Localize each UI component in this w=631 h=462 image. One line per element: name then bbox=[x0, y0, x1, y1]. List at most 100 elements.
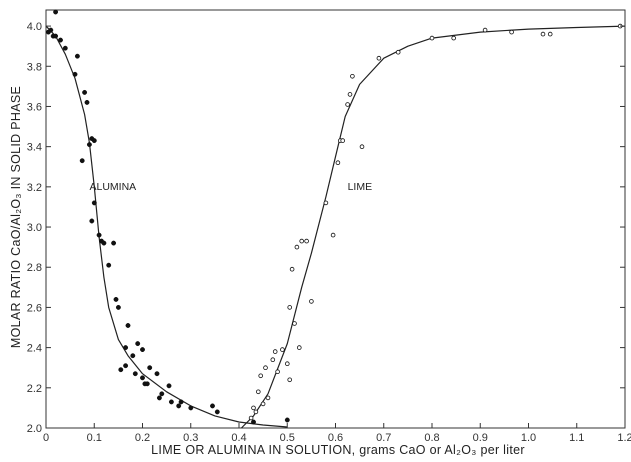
y-tick-label: 3.0 bbox=[27, 222, 42, 234]
y-tick-label: 2.0 bbox=[27, 423, 42, 435]
plot-frame bbox=[45, 9, 626, 429]
point-alumina bbox=[106, 262, 112, 268]
point-lime bbox=[429, 35, 435, 41]
point-lime bbox=[251, 405, 256, 411]
y-ticks: 2.0 2.2 2.4 2.6 2.8 3.0 3.2 3.4 3.6 3.8 4.0 bbox=[27, 21, 625, 435]
points bbox=[45, 9, 623, 425]
point-lime bbox=[345, 102, 350, 107]
point-alumina bbox=[147, 365, 153, 371]
point-alumina bbox=[91, 138, 97, 144]
point-lime bbox=[547, 31, 553, 37]
point-alumina bbox=[91, 200, 97, 206]
x-tick-label: 0 bbox=[43, 432, 49, 444]
point-lime bbox=[482, 27, 488, 33]
point-alumina bbox=[210, 403, 215, 409]
point-alumina bbox=[176, 403, 182, 409]
point-alumina bbox=[154, 371, 160, 377]
point-alumina bbox=[168, 399, 174, 405]
point-alumina bbox=[188, 405, 194, 411]
point-alumina bbox=[214, 409, 220, 415]
point-lime bbox=[299, 238, 305, 244]
y-tick-label: 2.4 bbox=[27, 343, 42, 355]
point-lime bbox=[253, 409, 259, 415]
y-tick-label: 3.2 bbox=[27, 182, 42, 194]
point-alumina bbox=[113, 296, 119, 302]
point-lime bbox=[263, 365, 268, 371]
y-tick-label: 3.8 bbox=[27, 61, 42, 73]
label-lime: LIME bbox=[348, 181, 373, 193]
point-alumina bbox=[53, 9, 59, 15]
x-tick-label: 0.8 bbox=[424, 432, 439, 444]
point-alumina bbox=[101, 240, 107, 246]
point-lime bbox=[287, 305, 293, 310]
point-lime bbox=[296, 345, 302, 350]
point-lime bbox=[270, 357, 276, 363]
point-lime bbox=[255, 389, 261, 395]
y-tick-label: 4.0 bbox=[27, 21, 42, 33]
x-tick-label: 0.2 bbox=[135, 432, 150, 444]
point-alumina bbox=[115, 304, 121, 310]
x-axis-title: LIME OR ALUMINA IN SOLUTION, grams CaO o… bbox=[151, 443, 525, 457]
point-alumina bbox=[118, 367, 124, 373]
point-alumina bbox=[82, 89, 88, 95]
point-alumina bbox=[156, 395, 162, 401]
point-lime bbox=[280, 347, 285, 352]
point-alumina bbox=[84, 99, 90, 105]
point-alumina bbox=[140, 347, 145, 353]
y-tick-label: 3.6 bbox=[27, 101, 42, 113]
point-alumina bbox=[140, 375, 145, 381]
x-tick-label: 0.1 bbox=[87, 432, 102, 444]
point-lime bbox=[287, 377, 293, 383]
point-lime bbox=[540, 31, 546, 37]
point-lime bbox=[275, 369, 280, 375]
point-lime bbox=[335, 160, 341, 166]
point-alumina bbox=[251, 419, 256, 425]
curve-alumina bbox=[45, 25, 288, 428]
x-tick-label: 1.1 bbox=[569, 432, 584, 444]
y-axis-title: MOLAR RATIO CaO/Al₂O₃ IN SOLID PHASE bbox=[9, 86, 23, 348]
point-lime bbox=[509, 29, 514, 35]
y-tick-label: 2.6 bbox=[27, 302, 42, 314]
point-alumina bbox=[125, 323, 131, 328]
y-tick-label: 3.4 bbox=[27, 142, 42, 154]
point-alumina bbox=[86, 142, 92, 148]
point-lime bbox=[323, 200, 329, 206]
point-alumina bbox=[135, 341, 141, 347]
point-alumina bbox=[72, 71, 78, 77]
point-lime bbox=[340, 138, 346, 143]
point-alumina bbox=[79, 158, 85, 164]
x-tick-label: 0.4 bbox=[231, 432, 246, 444]
y-tick-label: 2.2 bbox=[27, 383, 42, 395]
point-alumina bbox=[159, 391, 165, 397]
point-lime bbox=[304, 238, 309, 244]
curve-lime bbox=[240, 25, 626, 429]
point-alumina bbox=[48, 27, 54, 33]
point-alumina bbox=[58, 37, 63, 43]
x-ticks: 0 0.1 0.2 0.3 0.4 0.5 0.6 0.7 0.8 0.9 1.0 1.1 1.2 bbox=[43, 423, 631, 444]
point-alumina bbox=[166, 383, 172, 389]
point-alumina bbox=[178, 399, 184, 405]
x-tick-label: 0.6 bbox=[328, 432, 343, 444]
y-tick-label: 2.8 bbox=[27, 262, 42, 274]
x-tick-label: 0.7 bbox=[376, 432, 391, 444]
point-lime bbox=[289, 266, 295, 272]
point-alumina bbox=[130, 353, 136, 359]
x-tick-label: 0.5 bbox=[280, 432, 295, 444]
point-alumina bbox=[111, 240, 117, 246]
point-alumina bbox=[96, 232, 102, 238]
point-lime bbox=[292, 321, 297, 326]
point-lime bbox=[248, 415, 254, 421]
curves bbox=[45, 25, 626, 429]
point-lime bbox=[347, 92, 353, 97]
point-lime bbox=[376, 55, 382, 61]
point-lime bbox=[330, 232, 336, 238]
x-tick-label: 0.9 bbox=[473, 432, 488, 444]
point-lime bbox=[272, 349, 278, 354]
x-tick-label: 1.0 bbox=[521, 432, 536, 444]
point-lime bbox=[265, 395, 271, 401]
point-alumina bbox=[123, 345, 129, 351]
series-labels: ALUMINA LIME bbox=[89, 181, 372, 193]
point-lime bbox=[258, 373, 264, 379]
point-alumina bbox=[123, 363, 129, 369]
